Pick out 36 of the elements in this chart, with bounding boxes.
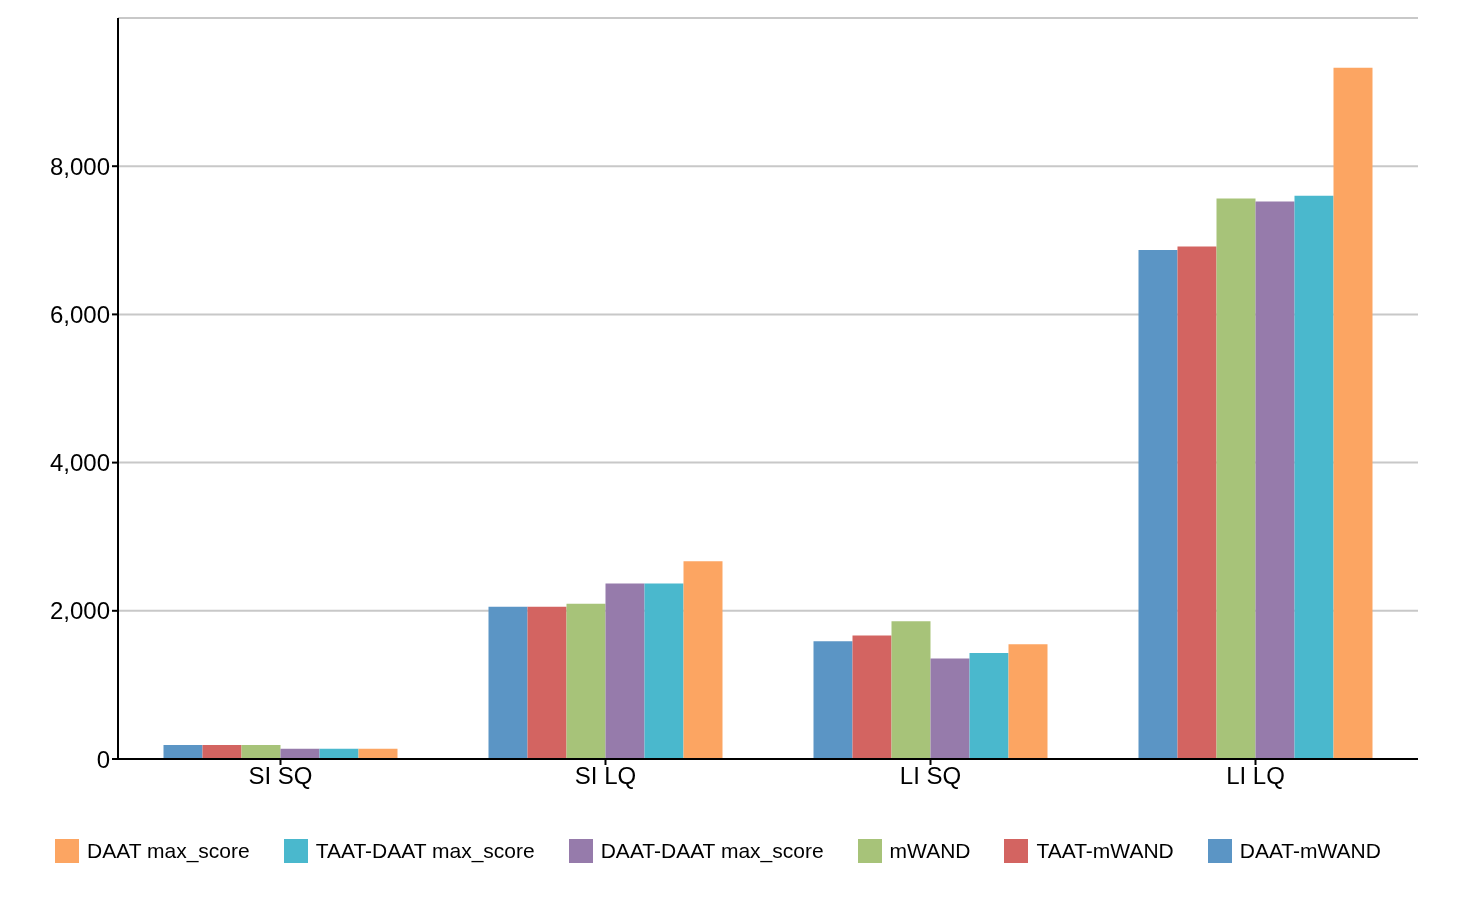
x-tick-label: LI LQ xyxy=(1226,762,1285,790)
bar xyxy=(488,606,528,759)
bar xyxy=(683,561,723,759)
bar xyxy=(852,635,892,759)
bar xyxy=(1255,201,1295,759)
y-tick-label: 8,000 xyxy=(49,152,110,180)
bar xyxy=(1177,246,1217,759)
y-tick-label: 4,000 xyxy=(49,449,110,477)
x-tick-label: SI LQ xyxy=(574,762,637,790)
legend-label: mWAND xyxy=(889,839,971,863)
y-tick-label: 0 xyxy=(96,745,110,773)
bar xyxy=(1008,644,1048,759)
x-tick-label: SI SQ xyxy=(248,762,313,790)
bar xyxy=(1216,198,1256,759)
bar xyxy=(969,653,1009,759)
bar xyxy=(1294,195,1334,759)
bar xyxy=(163,744,203,759)
y-tick-label: 6,000 xyxy=(49,300,110,328)
bar xyxy=(1333,67,1373,759)
bar xyxy=(605,583,645,759)
legend-label: TAAT-DAAT max_score xyxy=(315,839,535,863)
bar xyxy=(813,641,853,759)
legend-label: TAAT-mWAND xyxy=(1036,839,1174,863)
legend-label: DAAT-mWAND xyxy=(1239,839,1381,863)
bar xyxy=(566,603,606,759)
legend-label: DAAT max_score xyxy=(87,839,250,863)
bar xyxy=(1138,249,1178,759)
bar xyxy=(891,621,931,759)
bar xyxy=(202,744,242,759)
y-tick-label: 2,000 xyxy=(49,597,110,625)
x-tick-label: LI SQ xyxy=(899,762,962,790)
bar xyxy=(527,606,567,759)
legend-label: DAAT-DAAT max_score xyxy=(600,839,824,863)
bar xyxy=(930,658,970,759)
bar xyxy=(241,744,281,759)
bar xyxy=(644,583,684,759)
